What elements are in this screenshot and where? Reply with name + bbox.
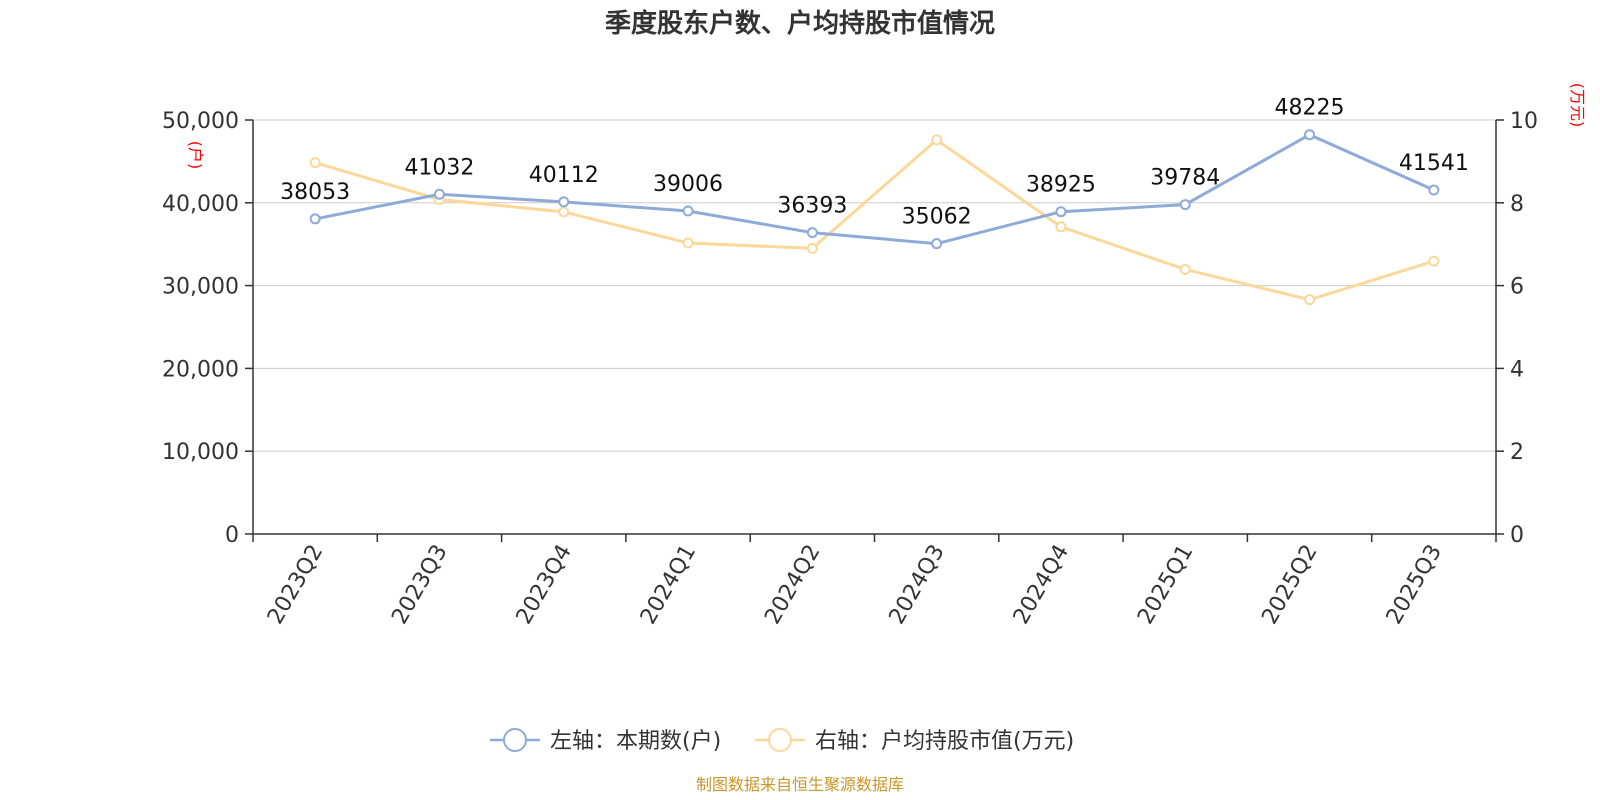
data-point (1428, 255, 1440, 267)
data-point (309, 213, 321, 225)
data-point (931, 238, 943, 250)
right-tick-label: 10 (1510, 109, 1538, 134)
data-label: 41541 (1399, 151, 1469, 176)
data-point (931, 134, 943, 146)
left-tick-label: 40,000 (162, 192, 239, 217)
left-tick-label: 0 (225, 523, 239, 548)
x-tick-label: 2023Q2 (263, 541, 328, 629)
data-point (1055, 206, 1067, 218)
data-label: 40112 (529, 163, 599, 188)
x-tick-label: 2024Q4 (1009, 541, 1074, 629)
data-label: 48225 (1275, 96, 1345, 121)
legend-label: 左轴：本期数(户) (550, 729, 721, 754)
left-tick-label: 20,000 (162, 357, 239, 382)
data-point (1179, 263, 1191, 275)
data-point (806, 242, 818, 254)
data-point (433, 188, 445, 200)
data-point (1304, 294, 1316, 306)
data-label: 39784 (1150, 166, 1220, 191)
right-tick-label: 2 (1510, 440, 1524, 465)
data-label: 41032 (404, 155, 474, 180)
data-label: 38053 (280, 180, 350, 205)
data-point (558, 196, 570, 208)
data-point (806, 227, 818, 239)
left-tick-label: 10,000 (162, 440, 239, 465)
data-point (558, 206, 570, 218)
left-axis-unit: (户) (186, 141, 205, 170)
legend-marker (503, 728, 527, 752)
x-tick-label: 2024Q3 (885, 541, 950, 629)
right-tick-label: 6 (1510, 275, 1524, 300)
data-label: 36393 (777, 194, 847, 219)
data-point (1179, 199, 1191, 211)
data-point (1428, 184, 1440, 196)
right-tick-label: 0 (1510, 523, 1524, 548)
data-point (1055, 221, 1067, 233)
legend-label: 右轴：户均持股市值(万元) (815, 729, 1074, 754)
data-label: 38925 (1026, 173, 1096, 198)
data-point (1304, 129, 1316, 141)
x-tick-label: 2023Q4 (512, 541, 577, 629)
source-note: 制图数据来自恒生聚源数据库 (696, 775, 904, 794)
x-tick-label: 2025Q3 (1382, 541, 1447, 629)
left-tick-label: 50,000 (162, 109, 239, 134)
series-line (314, 133, 1435, 246)
data-label: 39006 (653, 172, 723, 197)
x-tick-label: 2024Q1 (636, 541, 701, 629)
right-tick-label: 8 (1510, 192, 1524, 217)
series-layer: 38053 41032 40112 39006 36393 35062 38925 39784… (280, 96, 1469, 306)
x-tick-label: 2024Q2 (760, 541, 825, 629)
data-point (682, 205, 694, 217)
series-line (314, 138, 1435, 302)
legend[interactable]: 左轴：本期数(户) 右轴：户均持股市值(万元) (490, 728, 1074, 754)
data-point (309, 157, 321, 169)
x-tick-label: 2025Q1 (1133, 541, 1198, 629)
left-tick-label: 30,000 (162, 275, 239, 300)
x-tick-label: 2025Q2 (1257, 541, 1322, 629)
data-label: 35062 (902, 205, 972, 230)
legend-marker (768, 728, 792, 752)
chart-title: 季度股东户数、户均持股市值情况 (605, 8, 995, 39)
data-point (682, 237, 694, 249)
x-tick-label: 2023Q3 (387, 541, 452, 629)
right-tick-label: 4 (1510, 357, 1524, 382)
right-axis-unit: (万元) (1568, 83, 1587, 128)
